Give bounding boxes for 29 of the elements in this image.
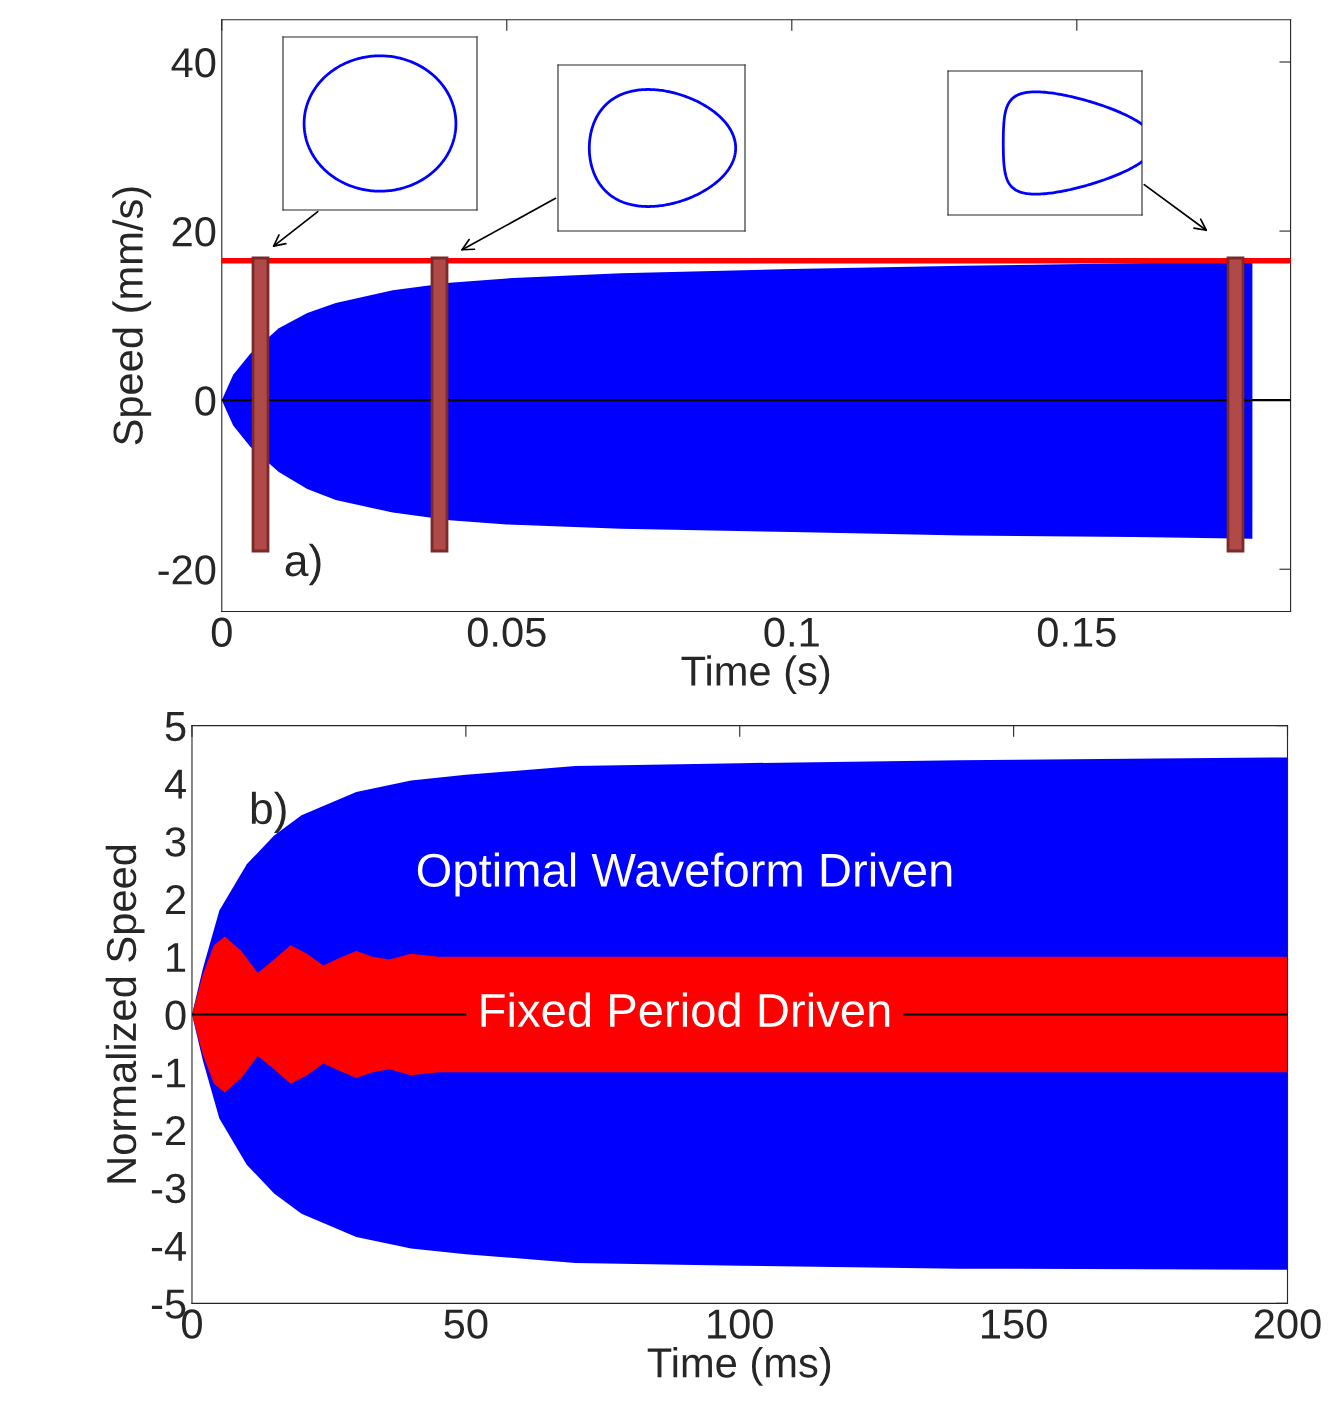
y-tick-label: -1: [151, 1058, 186, 1088]
y-tick-label: 40: [171, 48, 216, 78]
y-tick-label: -2: [151, 1116, 186, 1146]
y-tick-label: 0: [195, 386, 216, 416]
x-axis-title: Time (s): [681, 655, 830, 695]
y-tick-label: 0: [165, 1000, 186, 1030]
annotation: a): [285, 543, 321, 586]
y-tick-label: 2: [166, 884, 186, 915]
y-tick-label: 20: [172, 217, 216, 247]
y-tick-label: 4: [164, 769, 186, 799]
x-tick-label: 0.15: [1037, 617, 1116, 647]
y-tick-label: -3: [151, 1173, 186, 1204]
x-tick-label: 0.05: [467, 617, 546, 647]
x-axis-title: Time (ms): [647, 1347, 831, 1386]
series-label: Fixed Period Driven: [481, 992, 890, 1028]
x-tick-label: 0.1: [764, 617, 819, 647]
y-tick-label: 1: [167, 943, 186, 972]
annotation: b): [251, 791, 286, 834]
y-tick-label: 3: [165, 827, 186, 857]
y-tick-label: -4: [151, 1231, 186, 1261]
x-tick-label: 150: [982, 1309, 1047, 1339]
y-axis-title: Normalized Speed: [105, 845, 145, 1183]
y-axis-title: Speed (mm/s): [112, 187, 152, 445]
x-tick-label: 50: [444, 1309, 488, 1339]
series-label: Optimal Waveform Driven: [417, 852, 952, 897]
y-tick-label: -20: [158, 555, 216, 585]
x-tick-label: 100: [708, 1309, 773, 1339]
y-tick-label: 5: [165, 712, 186, 742]
x-tick-label: 200: [1254, 1309, 1321, 1339]
